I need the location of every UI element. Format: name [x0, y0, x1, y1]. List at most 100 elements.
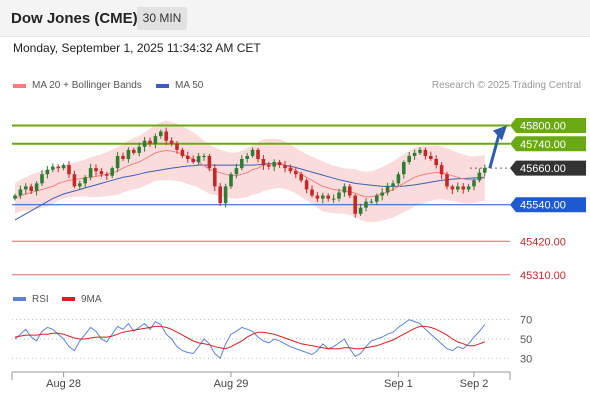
- candle-body: [353, 195, 357, 214]
- candle-body: [369, 201, 374, 203]
- price-levels-layer: [12, 124, 510, 276]
- rsi-ma-legend-label: 9MA: [81, 294, 102, 305]
- candle-body: [450, 186, 455, 190]
- candle-body: [412, 152, 417, 156]
- candle-body: [277, 162, 282, 166]
- candle-body: [34, 183, 39, 191]
- time-tick-label: Sep 2: [460, 378, 489, 390]
- candle-body: [483, 168, 487, 173]
- candle-body: [18, 189, 23, 196]
- candle-body: [299, 174, 303, 181]
- target-arrow-layer: [488, 125, 507, 169]
- level-tag-resistance: [510, 136, 586, 152]
- candle-body: [472, 180, 476, 187]
- level-tag-resistance: [510, 117, 586, 133]
- candle-body: [304, 180, 309, 190]
- ma20-line: [14, 149, 485, 200]
- rsi-ma-line: [14, 325, 485, 350]
- candle-body: [169, 140, 174, 144]
- candle-body: [148, 140, 152, 144]
- candle-body: [358, 207, 363, 214]
- candle-body: [240, 158, 244, 169]
- rsi-legend-label: RSI: [32, 294, 49, 305]
- timestamp: Monday, September 1, 2025 11:34:32 AM CE…: [13, 41, 261, 55]
- candle-body: [402, 162, 406, 175]
- level-label: 45740.00: [520, 139, 566, 151]
- candle-body: [142, 140, 147, 147]
- candle-body: [159, 131, 163, 137]
- candle-body: [191, 158, 195, 163]
- moving-averages-layer: [14, 149, 485, 221]
- rsi-line: [14, 319, 486, 360]
- candle-body: [83, 177, 87, 184]
- candle-body: [461, 186, 465, 190]
- level-label: 45660.00: [520, 163, 566, 175]
- rsi-ma-legend-swatch: [62, 297, 75, 301]
- candle-body: [186, 155, 190, 159]
- candle-body: [418, 149, 422, 153]
- candle-body: [294, 171, 298, 175]
- candle-body: [99, 171, 104, 175]
- level-label: 45800.00: [520, 120, 566, 132]
- ma50-swatch: [156, 83, 169, 88]
- candle-body: [326, 195, 330, 199]
- candle-body: [234, 168, 239, 175]
- candle-body: [218, 186, 222, 204]
- level-labels-layer: 45800.00 45740.00 45660.00 45540.00 45420.00…: [510, 117, 586, 282]
- candle-body: [137, 146, 141, 153]
- candle-body: [29, 186, 33, 191]
- candle-body: [180, 149, 185, 156]
- legend-ma20-bb: MA 20 + Bollinger Bands: [13, 80, 142, 91]
- candle-body: [337, 192, 341, 199]
- candle-body: [110, 168, 114, 176]
- candle-body: [456, 186, 460, 190]
- candle-body: [223, 186, 228, 204]
- candle-body: [121, 155, 125, 159]
- level-tag-current: [510, 160, 586, 176]
- candle-body: [88, 168, 93, 178]
- candle-body: [288, 168, 293, 172]
- candle-body: [391, 183, 395, 187]
- timeframe-badge[interactable]: 30 MIN: [137, 7, 187, 30]
- candle-body: [105, 174, 109, 176]
- candle-body: [13, 195, 17, 199]
- candle-body: [126, 149, 131, 159]
- candle-body: [94, 168, 98, 172]
- level-tag-pivot: [510, 197, 586, 213]
- ma50-line: [14, 163, 485, 221]
- candle-body: [331, 198, 336, 200]
- rsi-panel: RSI 9MA 70 50 30: [12, 294, 532, 365]
- candle-body: [24, 186, 28, 190]
- candle-body: [245, 155, 249, 159]
- instrument-title: Dow Jones (CME): [11, 10, 138, 27]
- candle-body: [45, 169, 50, 175]
- candle-body: [115, 155, 120, 169]
- chart-header: Dow Jones (CME) 30 MIN: [0, 0, 590, 37]
- candle-body: [267, 165, 271, 167]
- candle-body: [342, 186, 347, 193]
- candle-body: [434, 158, 438, 166]
- candle-body: [229, 174, 233, 187]
- candle-body: [207, 155, 212, 169]
- time-tick-label: Aug 28: [46, 378, 81, 390]
- candle-body: [250, 149, 255, 156]
- candle-body: [396, 174, 401, 184]
- candles-layer: [13, 127, 487, 218]
- candle-body: [429, 155, 433, 159]
- candle-body: [132, 149, 136, 153]
- candle-body: [477, 172, 482, 181]
- time-tick-label: Aug 29: [214, 378, 249, 390]
- candle-body: [40, 174, 44, 184]
- time-tick-label: Sep 1: [384, 378, 413, 390]
- candle-body: [56, 166, 60, 169]
- candle-body: [385, 186, 390, 193]
- target-arrow-shaft: [488, 134, 501, 169]
- rsi-tick-label: 30: [520, 353, 532, 365]
- candle-body: [67, 165, 71, 175]
- candle-body: [445, 174, 449, 187]
- rsi-legend-swatch: [13, 297, 26, 301]
- candle-body: [321, 195, 325, 199]
- candle-body: [153, 136, 158, 144]
- target-arrow-head: [493, 125, 507, 141]
